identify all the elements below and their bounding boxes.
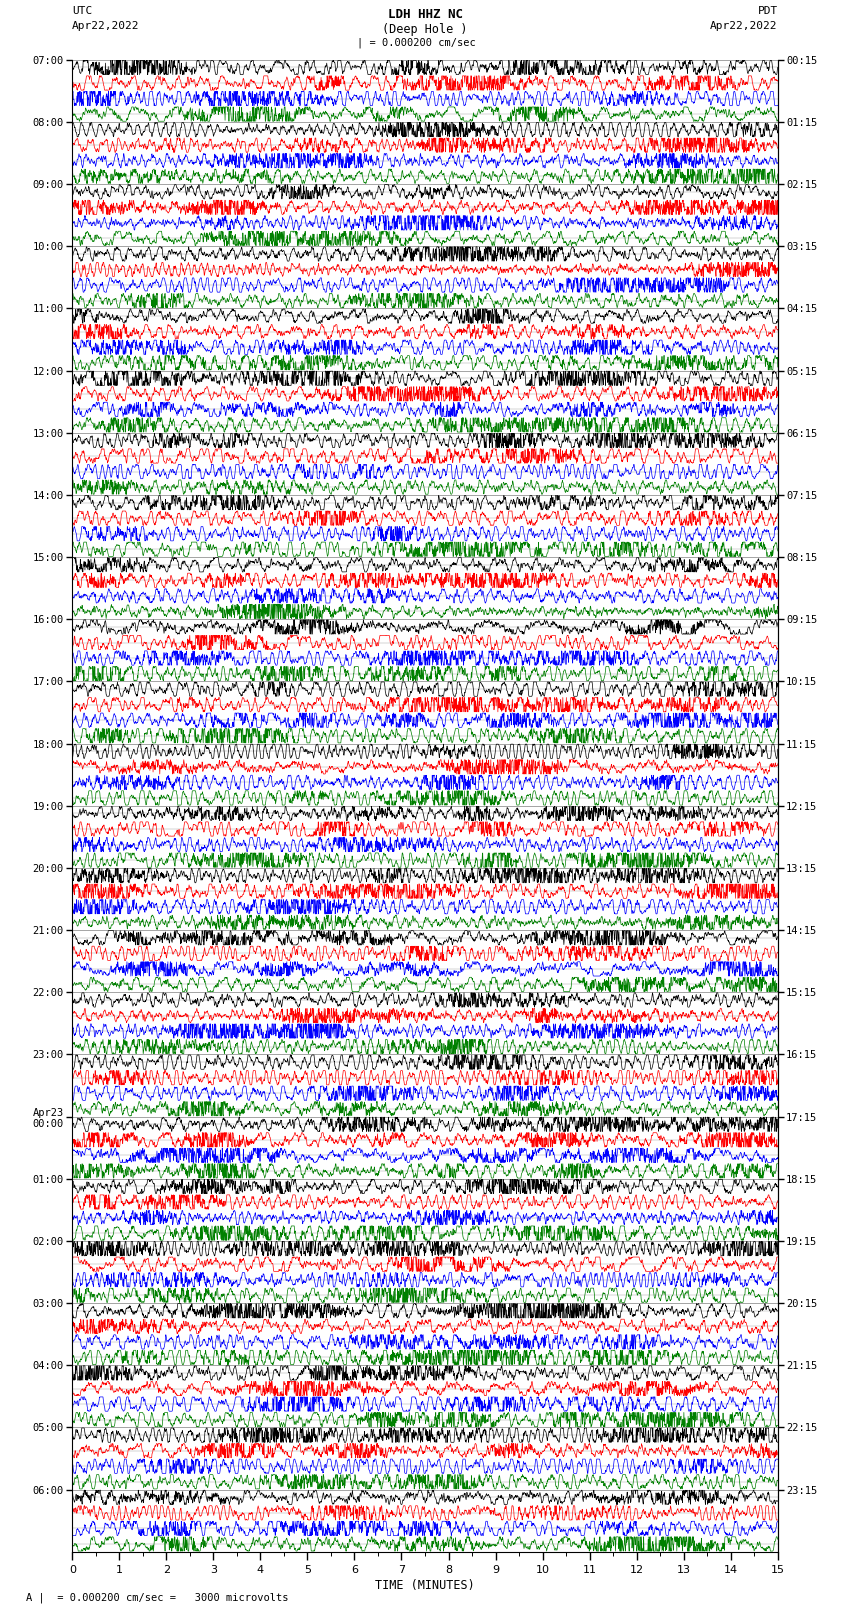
Text: (Deep Hole ): (Deep Hole ) (382, 23, 468, 35)
Text: LDH HHZ NC: LDH HHZ NC (388, 8, 462, 21)
X-axis label: TIME (MINUTES): TIME (MINUTES) (375, 1579, 475, 1592)
Text: A |  = 0.000200 cm/sec =   3000 microvolts: A | = 0.000200 cm/sec = 3000 microvolts (26, 1592, 288, 1603)
Text: | = 0.000200 cm/sec: | = 0.000200 cm/sec (357, 37, 476, 48)
Text: Apr22,2022: Apr22,2022 (711, 21, 778, 31)
Text: Apr22,2022: Apr22,2022 (72, 21, 139, 31)
Text: UTC: UTC (72, 6, 93, 16)
Text: PDT: PDT (757, 6, 778, 16)
